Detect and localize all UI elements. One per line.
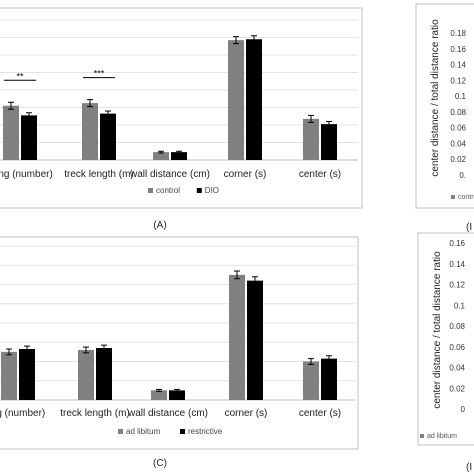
bar-restrictive-2 bbox=[169, 390, 185, 400]
panel-b: center distance / total distance ratio 0… bbox=[415, 3, 474, 233]
bar-DIO-3 bbox=[246, 39, 262, 160]
panel-c-gridlines bbox=[0, 245, 355, 401]
panel-a-category-labels: aring (number) treck length (m)wall dista… bbox=[0, 169, 341, 180]
y-tick-label: 0.1 bbox=[454, 301, 466, 310]
y-tick-label: 0.02 bbox=[450, 155, 466, 164]
y-tick-label: 0.02 bbox=[449, 384, 465, 393]
panel-c-label: (C) bbox=[153, 458, 167, 469]
legend-label: control bbox=[156, 186, 180, 195]
y-tick-label: 0.08 bbox=[449, 322, 465, 331]
significance-stars: ** bbox=[16, 71, 24, 81]
legend-label: ad libitum bbox=[126, 427, 161, 436]
category-label: aring (number) bbox=[0, 169, 53, 180]
bar-restrictive-3 bbox=[247, 280, 263, 400]
category-label: center (s) bbox=[299, 169, 341, 180]
panel-c-frame bbox=[0, 236, 359, 450]
panel-d-label: (I bbox=[466, 462, 472, 473]
y-tick-label: 0.14 bbox=[449, 260, 465, 269]
legend-label: restrictive bbox=[188, 427, 223, 436]
bar-ad-libitum-4 bbox=[303, 361, 319, 400]
bar-ad-libitum-3 bbox=[229, 274, 245, 400]
y-tick-label: 0.04 bbox=[450, 139, 466, 148]
category-label: ag (number) bbox=[0, 408, 45, 419]
panel-a-label: (A) bbox=[153, 220, 166, 231]
bar-restrictive-0 bbox=[19, 348, 35, 400]
panel-b-yticks: 0.18 0.16 0.14 0.12 0.1 0.08 0.06 0.04 0.02 0. bbox=[450, 29, 466, 180]
bar-control-3 bbox=[228, 40, 244, 160]
panel-c: ag (number) treck length (m)wall distance… bbox=[0, 236, 359, 469]
panel-d-legend-swatch bbox=[420, 434, 424, 438]
legend-swatch bbox=[148, 188, 153, 193]
bar-ad-libitum-2 bbox=[151, 390, 167, 400]
legend-swatch bbox=[196, 188, 202, 193]
panel-d-yticks: 0.16 0.14 0.12 0.1 0.08 0.06 0.04 0.02 0 bbox=[449, 239, 465, 414]
bar-control-4 bbox=[303, 118, 319, 160]
panel-a: aring (number) treck length (m)wall dista… bbox=[0, 7, 363, 231]
y-tick-label: 0.18 bbox=[450, 29, 466, 38]
panel-b-legend-swatch bbox=[451, 195, 455, 199]
bar-control-0 bbox=[3, 105, 19, 160]
bar-DIO-4 bbox=[321, 124, 337, 160]
panel-a-legend: control DIO bbox=[148, 186, 219, 195]
category-label: corner (s) bbox=[224, 169, 267, 180]
category-label: wall distance (cm) bbox=[129, 169, 210, 180]
bar-DIO-0 bbox=[21, 115, 37, 160]
panel-d: center distance / total distance ratio 0… bbox=[417, 232, 474, 473]
panel-b-label: (I bbox=[466, 222, 472, 233]
y-tick-label: 0.14 bbox=[450, 61, 466, 70]
significance-stars: *** bbox=[94, 69, 105, 79]
panel-a-significance: ** *** bbox=[4, 69, 115, 81]
y-tick-label: 0 bbox=[461, 405, 466, 414]
bar-ad-libitum-1 bbox=[78, 349, 94, 400]
y-tick-label: 0.16 bbox=[450, 45, 466, 54]
y-tick-label: 0.06 bbox=[449, 343, 465, 352]
panel-d-frame bbox=[417, 232, 474, 446]
y-tick-label: 0.12 bbox=[450, 76, 466, 85]
bar-restrictive-4 bbox=[321, 358, 337, 400]
y-tick-label: 0.16 bbox=[449, 239, 465, 248]
bar-ad-libitum-0 bbox=[1, 351, 17, 400]
bar-DIO-1 bbox=[100, 113, 116, 160]
bar-restrictive-1 bbox=[96, 348, 112, 400]
legend-label: DIO bbox=[205, 186, 219, 195]
category-label: wall distance (cm) bbox=[127, 408, 208, 419]
category-label: treck length (m) bbox=[60, 408, 129, 419]
y-tick-label: 0. bbox=[459, 171, 466, 180]
category-label: treck length (m) bbox=[64, 169, 133, 180]
panel-c-legend: ad libitum restrictive bbox=[118, 427, 223, 436]
panel-d-legend-label: ad libitum bbox=[427, 433, 457, 440]
y-tick-label: 0.12 bbox=[449, 281, 465, 290]
panel-d-ylabel: center distance / total distance ratio bbox=[432, 251, 443, 409]
bar-control-2 bbox=[153, 152, 169, 160]
panel-b-legend-label: contro bbox=[458, 194, 474, 201]
y-tick-label: 0.1 bbox=[455, 92, 467, 101]
bar-control-1 bbox=[82, 103, 98, 160]
panel-a-bars bbox=[3, 35, 337, 160]
panel-c-category-labels: ag (number) treck length (m)wall distance… bbox=[0, 408, 341, 419]
panel-b-ylabel: center distance / total distance ratio bbox=[430, 19, 441, 177]
y-tick-label: 0.08 bbox=[450, 108, 466, 117]
panel-b-frame bbox=[415, 3, 474, 209]
panel-c-bars bbox=[1, 270, 337, 400]
legend-swatch bbox=[118, 429, 123, 434]
legend-swatch bbox=[180, 429, 185, 434]
y-tick-label: 0.06 bbox=[450, 124, 466, 133]
category-label: center (s) bbox=[299, 408, 341, 419]
y-tick-label: 0.04 bbox=[449, 364, 465, 373]
category-label: corner (s) bbox=[225, 408, 268, 419]
bar-DIO-2 bbox=[171, 152, 187, 160]
